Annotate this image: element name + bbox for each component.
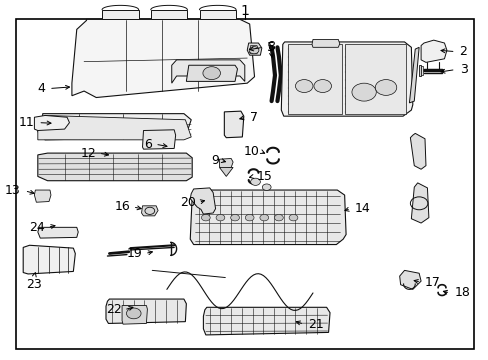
Text: 17: 17 bbox=[424, 276, 440, 289]
Polygon shape bbox=[420, 40, 446, 62]
Polygon shape bbox=[311, 40, 339, 47]
Circle shape bbox=[288, 215, 297, 221]
Polygon shape bbox=[38, 114, 191, 140]
Circle shape bbox=[126, 308, 141, 319]
Polygon shape bbox=[247, 43, 261, 55]
Text: 6: 6 bbox=[144, 138, 152, 150]
Text: 15: 15 bbox=[257, 170, 272, 183]
Polygon shape bbox=[199, 10, 236, 19]
Circle shape bbox=[295, 80, 312, 93]
Polygon shape bbox=[344, 44, 405, 114]
Polygon shape bbox=[408, 47, 418, 103]
Text: 8: 8 bbox=[267, 40, 275, 53]
Circle shape bbox=[259, 215, 268, 221]
Polygon shape bbox=[281, 42, 412, 116]
Text: 24: 24 bbox=[29, 221, 45, 234]
Polygon shape bbox=[23, 245, 75, 274]
Text: 9: 9 bbox=[211, 154, 219, 167]
Polygon shape bbox=[420, 66, 422, 75]
Text: 14: 14 bbox=[354, 202, 369, 215]
Circle shape bbox=[249, 46, 258, 54]
Text: 20: 20 bbox=[180, 196, 196, 209]
Text: 4: 4 bbox=[37, 82, 45, 95]
Polygon shape bbox=[72, 19, 254, 98]
Polygon shape bbox=[203, 307, 329, 335]
Polygon shape bbox=[142, 130, 175, 149]
Text: 19: 19 bbox=[126, 247, 142, 260]
Text: 13: 13 bbox=[5, 184, 20, 197]
Text: 7: 7 bbox=[249, 111, 257, 124]
Polygon shape bbox=[34, 116, 69, 131]
Circle shape bbox=[216, 215, 224, 221]
Polygon shape bbox=[190, 188, 215, 214]
Polygon shape bbox=[399, 270, 420, 289]
Text: 3: 3 bbox=[459, 63, 467, 76]
Polygon shape bbox=[38, 227, 78, 238]
Polygon shape bbox=[219, 167, 233, 176]
Polygon shape bbox=[171, 60, 244, 83]
Text: 18: 18 bbox=[453, 287, 469, 300]
Text: 21: 21 bbox=[307, 318, 323, 331]
Polygon shape bbox=[106, 299, 186, 323]
Circle shape bbox=[375, 80, 396, 95]
Circle shape bbox=[313, 80, 331, 93]
Text: 12: 12 bbox=[81, 147, 96, 159]
Circle shape bbox=[250, 178, 260, 185]
Polygon shape bbox=[38, 116, 191, 140]
Polygon shape bbox=[34, 190, 51, 202]
Circle shape bbox=[230, 215, 239, 221]
Polygon shape bbox=[409, 134, 425, 169]
Polygon shape bbox=[141, 206, 158, 216]
Polygon shape bbox=[224, 111, 244, 138]
Circle shape bbox=[201, 215, 210, 221]
Text: 5: 5 bbox=[266, 41, 274, 54]
Circle shape bbox=[274, 215, 283, 221]
Circle shape bbox=[262, 184, 270, 190]
Polygon shape bbox=[190, 190, 346, 244]
Polygon shape bbox=[418, 65, 420, 76]
Text: 16: 16 bbox=[114, 201, 130, 213]
Polygon shape bbox=[122, 306, 147, 324]
Polygon shape bbox=[186, 65, 237, 81]
Text: 11: 11 bbox=[19, 116, 34, 129]
Circle shape bbox=[245, 215, 254, 221]
Polygon shape bbox=[150, 10, 187, 19]
Text: 1: 1 bbox=[240, 4, 249, 18]
Polygon shape bbox=[219, 158, 233, 168]
Text: 23: 23 bbox=[26, 278, 42, 291]
Text: 22: 22 bbox=[106, 303, 122, 316]
Text: 10: 10 bbox=[243, 145, 259, 158]
Polygon shape bbox=[102, 10, 138, 19]
Circle shape bbox=[351, 83, 376, 101]
Circle shape bbox=[203, 67, 220, 80]
Polygon shape bbox=[38, 153, 192, 181]
Text: 2: 2 bbox=[458, 45, 466, 58]
Polygon shape bbox=[287, 44, 342, 114]
Polygon shape bbox=[410, 183, 428, 223]
